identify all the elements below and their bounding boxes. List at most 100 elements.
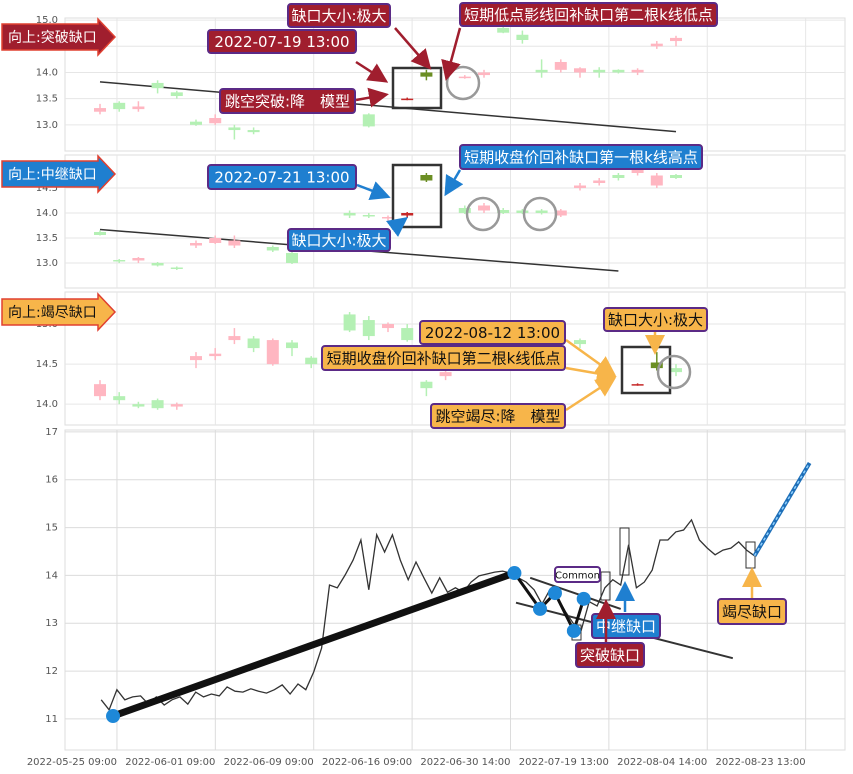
- annotation: 缺口大小:极大: [291, 232, 386, 250]
- annotation-box: [287, 228, 391, 252]
- gap-circle: [445, 65, 481, 101]
- gap-box: [619, 527, 630, 576]
- candle-body: [286, 253, 298, 263]
- candle-body: [190, 121, 202, 125]
- annotation-box: [603, 307, 708, 332]
- annotation: 突破缺口: [580, 647, 640, 665]
- zigzag-point: [106, 709, 121, 724]
- plot-frame: [64, 429, 846, 751]
- candle-body: [631, 384, 644, 386]
- zigzag-point: [547, 586, 562, 601]
- candle-body: [478, 205, 490, 211]
- candle-body: [151, 263, 164, 266]
- candle-body: [362, 320, 375, 337]
- annotation-arrow: [355, 87, 389, 108]
- candle-body: [362, 215, 375, 217]
- annotation: Common: [555, 571, 600, 582]
- candle-body: [574, 185, 586, 188]
- candle-body: [94, 384, 106, 397]
- candle-body: [209, 118, 222, 124]
- candle-body: [516, 34, 529, 40]
- candle-body: [612, 69, 625, 73]
- panel-label: 向上:竭尽缺口: [8, 305, 97, 321]
- annotation: 2022-08-12 13:00: [425, 324, 560, 342]
- annotation-arrow: [565, 377, 617, 412]
- candle-body: [420, 381, 433, 389]
- y-tick-label: 12: [45, 666, 58, 677]
- panel-label-bg: [1, 154, 117, 194]
- candle-body: [554, 61, 567, 70]
- annotation-arrow: [565, 363, 617, 384]
- candle-body: [286, 342, 298, 349]
- candle-body: [478, 72, 490, 76]
- gap-circle: [522, 196, 558, 232]
- y-tick-label: 14.5: [36, 183, 58, 194]
- candle-body: [458, 76, 471, 79]
- candle-body: [420, 72, 433, 77]
- candle-body: [593, 180, 606, 183]
- candle-body: [132, 404, 145, 407]
- gap-box: [391, 163, 443, 229]
- y-tick-label: 14.0: [36, 399, 58, 410]
- y-tick-label: 14.5: [36, 359, 58, 370]
- annotation-arrow: [355, 60, 389, 83]
- annotation-box: [419, 320, 566, 345]
- candle-body: [94, 108, 106, 112]
- candle-body: [401, 328, 414, 341]
- candle-body: [650, 43, 663, 47]
- x-tick-label: 2022-05-25 09:00: [27, 757, 117, 768]
- y-tick-label: 13.0: [36, 120, 58, 131]
- annotation-arrow: [441, 27, 462, 81]
- annotation: 跳空竭尽:降 模型: [435, 408, 560, 426]
- annotation-arrow: [356, 181, 391, 201]
- candle-body: [670, 175, 682, 178]
- annotation-box: [591, 613, 661, 639]
- annotation-box: [717, 598, 787, 625]
- candle-body: [209, 238, 222, 243]
- candle-body: [535, 69, 548, 73]
- candle-body: [113, 260, 126, 262]
- y-tick-label: 14.0: [36, 67, 58, 78]
- y-tick-label: 13.0: [36, 258, 58, 269]
- candle-body: [170, 92, 183, 97]
- annotation: 短期收盘价回补缺口第一根k线高点: [464, 149, 698, 167]
- zigzag-point: [507, 566, 522, 581]
- panel-label: 向上:中继缺口: [8, 167, 97, 183]
- panel-frame: [64, 17, 846, 152]
- candle-body: [554, 210, 567, 216]
- candle-body: [631, 69, 644, 73]
- candle-body: [497, 27, 510, 33]
- candle-body: [574, 68, 586, 73]
- annotation: 短期低点影线回补缺口第二根k线低点: [464, 6, 713, 24]
- candle-body: [420, 175, 433, 181]
- zigzag-point: [566, 623, 581, 638]
- x-tick-label: 2022-08-23 13:00: [716, 757, 806, 768]
- gap-circle: [465, 196, 501, 232]
- candle-body: [343, 314, 356, 331]
- candle-body: [113, 396, 126, 401]
- candle-body: [401, 98, 414, 101]
- annotation: 2022-07-21 13:00: [214, 169, 349, 187]
- candle-body: [209, 353, 222, 357]
- annotation: 中继缺口: [596, 618, 656, 636]
- y-tick-label: 14.0: [36, 208, 58, 219]
- y-tick-label: 13.5: [36, 233, 58, 244]
- zigzag-point: [576, 591, 591, 606]
- panel-label: 向上:突破缺口: [8, 30, 97, 46]
- candle-body: [343, 213, 356, 216]
- candle-body: [516, 210, 529, 213]
- candle-body: [266, 247, 279, 251]
- annotation-box: [575, 642, 645, 668]
- candle-body: [401, 213, 414, 216]
- panel-label-bg: [1, 17, 117, 57]
- candle-body: [612, 175, 625, 178]
- annotation: 缺口大小:极大: [291, 7, 386, 25]
- candle-body: [650, 175, 663, 186]
- candle-body: [247, 338, 260, 349]
- annotation-box: [321, 345, 566, 371]
- candle-body: [170, 267, 183, 269]
- annotation-box: [459, 2, 718, 27]
- annotation-arrow: [444, 169, 464, 197]
- y-tick-label: 14: [45, 570, 58, 581]
- panel-label-bg: [1, 292, 117, 332]
